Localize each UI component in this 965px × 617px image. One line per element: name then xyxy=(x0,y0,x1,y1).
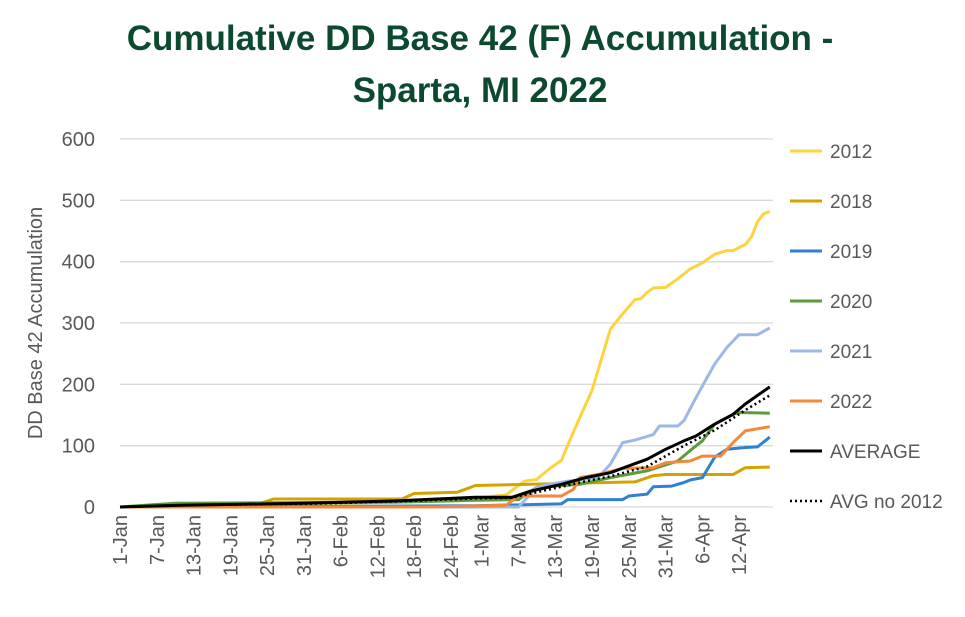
x-tick-label: 13-Mar xyxy=(545,515,567,579)
series-lines xyxy=(119,210,771,509)
legend-label: 2021 xyxy=(830,342,872,363)
series-line-2012 xyxy=(119,210,771,509)
y-tick-label: 200 xyxy=(62,374,95,396)
legend-label: 2022 xyxy=(830,392,872,413)
x-tick-label: 6-Apr xyxy=(692,515,714,564)
y-tick-label: 0 xyxy=(84,497,95,519)
x-tick-label: 31-Mar xyxy=(656,515,678,579)
x-tick-label: 6-Feb xyxy=(331,515,353,567)
x-tick-label: 7-Jan xyxy=(147,515,169,565)
legend-label: 2012 xyxy=(830,142,872,163)
legend-label: 2020 xyxy=(830,292,872,313)
x-tick-label: 18-Feb xyxy=(404,515,426,578)
x-tick-label: 19-Mar xyxy=(582,515,604,579)
chart-title-line-1: Cumulative DD Base 42 (F) Accumulation - xyxy=(127,19,834,58)
x-tick-label: 12-Apr xyxy=(729,515,751,575)
legend-label: AVERAGE xyxy=(830,442,920,463)
x-tick-label: 12-Feb xyxy=(367,515,389,578)
series-line-2019 xyxy=(119,435,771,509)
x-tick-label: 7-Mar xyxy=(508,515,530,568)
series-line-avg-no-2012 xyxy=(119,394,771,509)
legend-label: AVG no 2012 xyxy=(830,492,943,513)
x-tick-label: 24-Feb xyxy=(441,515,463,578)
series-line-average xyxy=(119,385,771,509)
x-tick-label: 13-Jan xyxy=(184,515,206,576)
y-tick-label: 100 xyxy=(62,436,95,458)
gridlines xyxy=(120,138,773,508)
y-axis-title: DD Base 42 Accumulation xyxy=(25,207,47,439)
x-tick-label: 1-Jan xyxy=(110,515,132,565)
y-tick-label: 400 xyxy=(62,252,95,274)
x-tick-label: 25-Jan xyxy=(257,515,279,576)
legend-label: 2018 xyxy=(830,192,872,213)
x-tick-label: 1-Mar xyxy=(472,515,494,568)
x-tick-labels: 1-Jan 7-Jan 13-Jan 19-Jan 25-Jan 31-Jan 6-Feb 1… xyxy=(110,515,751,579)
legend-label: 2019 xyxy=(830,242,872,263)
x-tick-label: 19-Jan xyxy=(220,515,242,576)
x-tick-label: 25-Mar xyxy=(619,515,641,579)
legend: 2012 2018 2019 2020 2021 2022 AVERAGE AVG no 20… xyxy=(790,142,943,513)
chart-title-line-2: Sparta, MI 2022 xyxy=(353,71,608,110)
x-tick-label: 31-Jan xyxy=(294,515,316,576)
y-tick-label: 300 xyxy=(62,313,95,335)
series-line-2022 xyxy=(120,425,771,509)
y-tick-label: 500 xyxy=(62,190,95,212)
y-tick-labels: 0 100 200 300 400 500 600 xyxy=(62,129,95,519)
y-tick-label: 600 xyxy=(62,129,95,151)
series-line-2021 xyxy=(120,326,771,509)
